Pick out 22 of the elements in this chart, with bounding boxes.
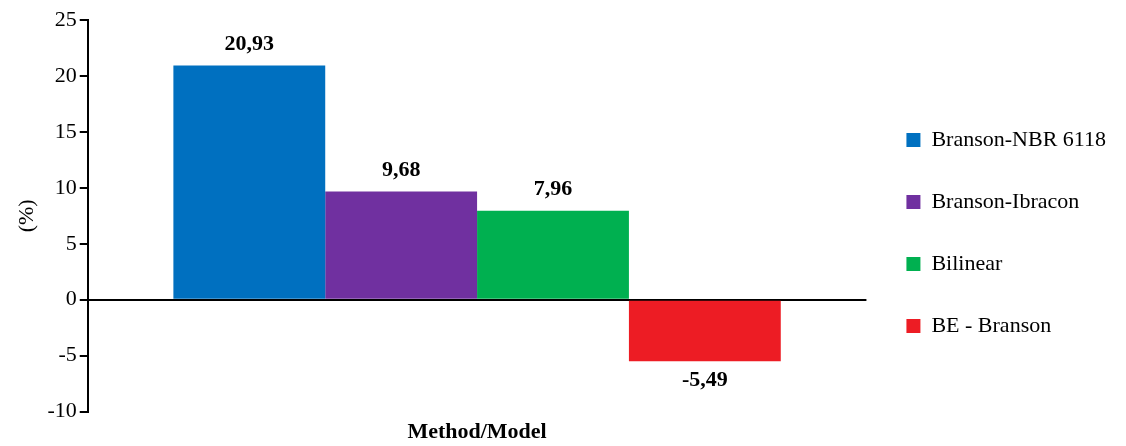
- legend-label: BE - Branson: [931, 311, 1052, 337]
- y-tick-label: 0: [65, 285, 77, 311]
- data-label: 20,93: [224, 30, 275, 56]
- bar: [325, 191, 478, 299]
- y-tick-label: 5: [65, 229, 77, 255]
- data-label: 7,96: [533, 175, 573, 201]
- legend-label: Branson-Ibracon: [931, 187, 1080, 213]
- legend-label: Bilinear: [931, 249, 1003, 275]
- y-tick-label: 15: [54, 117, 77, 143]
- data-label: -5,49: [681, 365, 728, 391]
- bar: [173, 65, 326, 299]
- y-tick-label: 10: [54, 173, 77, 199]
- y-tick-label: -5: [58, 341, 77, 367]
- bar: [477, 210, 629, 299]
- y-tick-label: 25: [54, 5, 77, 31]
- data-label: 9,68: [381, 156, 421, 182]
- y-tick-label: -10: [47, 397, 77, 423]
- x-axis-title: Method/Model: [407, 418, 547, 444]
- bar: [628, 300, 781, 362]
- y-tick-label: 20: [54, 61, 77, 87]
- legend-label: Branson-NBR 6118: [931, 125, 1107, 151]
- y-axis-title: (%): [12, 199, 38, 233]
